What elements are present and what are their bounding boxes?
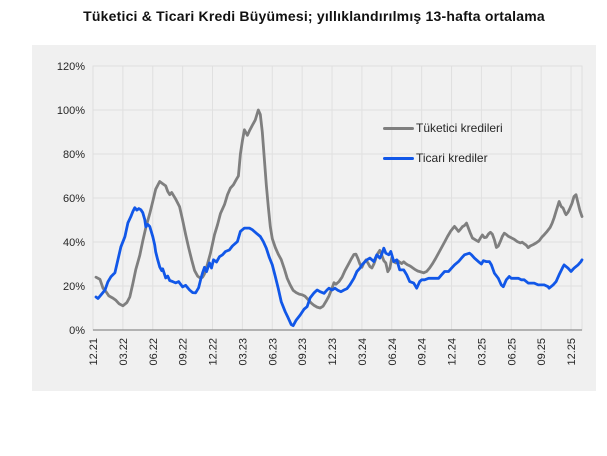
x-tick-label: 06.23 [267,338,279,366]
x-tick-label: 03.23 [237,338,249,366]
x-tick-label: 06.22 [148,338,160,366]
x-tick-label: 09.25 [536,338,548,366]
y-tick-label: 20% [63,281,85,293]
y-tick-label: 40% [63,237,85,249]
x-tick-label: 12.21 [88,338,100,366]
y-tick-label: 120% [57,61,85,73]
chart-panel: 0% 20% 40% 60% 80% 100% 120% 12.21 03.22 06.22 09.… [32,45,596,391]
x-tick-label: 12.22 [208,338,220,366]
x-tick-label: 12.25 [566,338,578,366]
x-tick-label: 12.24 [447,338,459,366]
legend-label-tuketici: Tüketici kredileri [416,121,503,135]
legend-line-swatch-gray [383,126,414,130]
x-tick-label: 09.24 [417,338,429,366]
chart-title: Tüketici & Ticari Kredi Büyümesi; yıllık… [83,8,545,24]
y-tick-label: 100% [57,105,85,117]
x-tick-label: 06.25 [506,338,518,366]
series-line-ticari-krediler [94,206,584,328]
x-tick-label: 03.22 [118,338,130,366]
chart-canvas: 0% 20% 40% 60% 80% 100% 120% 12.21 03.22 06.22 09.… [57,61,584,366]
x-tick-label: 09.22 [178,338,190,366]
legend-item-ticari: Ticari krediler [383,143,503,173]
y-tick-label: 60% [63,193,85,205]
x-tick-label: 09.23 [297,338,309,366]
legend: Tüketici kredileri Ticari krediler [383,113,503,173]
x-tick-label: 03.25 [476,338,488,366]
y-tick-label: 0% [69,325,85,337]
x-tick-label: 03.24 [357,338,369,366]
legend-label-ticari: Ticari krediler [416,151,488,165]
x-tick-label: 06.24 [387,338,399,366]
legend-line-swatch-blue [383,156,414,160]
y-tick-label: 80% [63,149,85,161]
x-tick-label: 12.23 [327,338,339,366]
legend-item-tuketici: Tüketici kredileri [383,113,503,143]
